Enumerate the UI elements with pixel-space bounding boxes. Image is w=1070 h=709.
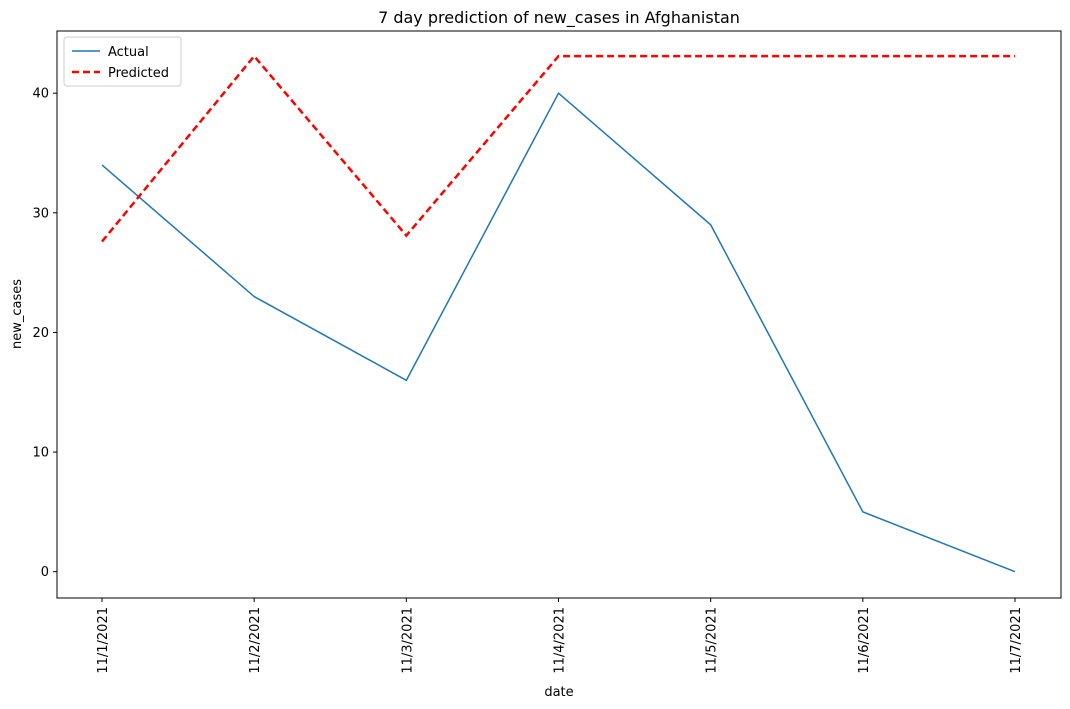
y-tick-label: 0	[41, 565, 49, 580]
y-tick-label: 30	[32, 206, 49, 221]
x-tick-label: 11/3/2021	[400, 607, 415, 674]
x-tick-label: 11/6/2021	[857, 607, 872, 674]
plot-area	[56, 30, 1062, 599]
x-axis: 11/1/2021 11/2/2021 11/3/2021 11/4/2021 11/5…	[96, 598, 1024, 674]
x-tick-label: 11/7/2021	[1009, 607, 1024, 674]
legend-box	[63, 36, 182, 87]
x-tick-label: 11/4/2021	[553, 607, 568, 674]
x-tick-label: 11/5/2021	[705, 607, 720, 674]
y-axis: 0 10 20 30 40	[32, 87, 57, 580]
x-tick-label: 11/1/2021	[96, 607, 111, 674]
y-tick-label: 10	[32, 446, 49, 461]
x-tick-label: 11/2/2021	[248, 607, 263, 674]
chart-title: 7 day prediction of new_cases in Afghani…	[378, 8, 740, 28]
x-axis-label: date	[544, 685, 573, 700]
legend-label-predicted: Predicted	[108, 66, 169, 81]
y-tick-label: 20	[32, 326, 49, 341]
y-axis-label: new_cases	[10, 279, 25, 349]
y-tick-label: 40	[32, 87, 49, 102]
legend-label-actual: Actual	[108, 45, 149, 60]
series-layer	[101, 54, 1016, 573]
legend: Actual Predicted	[63, 36, 182, 87]
